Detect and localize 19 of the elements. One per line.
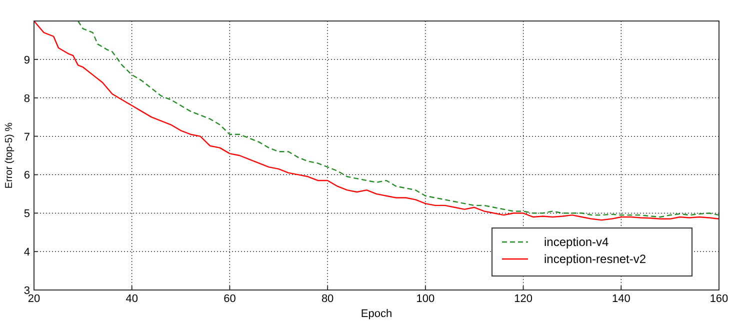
x-tick-label: 60 (224, 293, 236, 305)
legend-label: inception-v4 (544, 235, 610, 249)
x-tick-label: 100 (416, 293, 435, 305)
y-tick-label: 6 (24, 170, 30, 182)
y-tick-label: 7 (24, 131, 30, 144)
y-tick-label: 5 (24, 208, 30, 220)
legend-label: inception-resnet-v2 (544, 252, 646, 266)
y-tick-label: 4 (24, 246, 30, 259)
x-tick-label: 20 (28, 293, 40, 305)
x-tick-label: 160 (710, 293, 728, 305)
x-tick-label: 40 (126, 293, 138, 305)
x-axis-title: Epoch (360, 308, 392, 320)
x-tick-label: 120 (514, 293, 532, 305)
x-tick-label: 80 (321, 293, 334, 305)
x-tick-label: 140 (612, 293, 630, 305)
y-axis-title: Error (top-5) % (4, 122, 15, 189)
y-tick-label: 8 (24, 92, 30, 105)
y-tick-label: 9 (24, 54, 30, 66)
y-tick-label: 3 (24, 285, 30, 297)
